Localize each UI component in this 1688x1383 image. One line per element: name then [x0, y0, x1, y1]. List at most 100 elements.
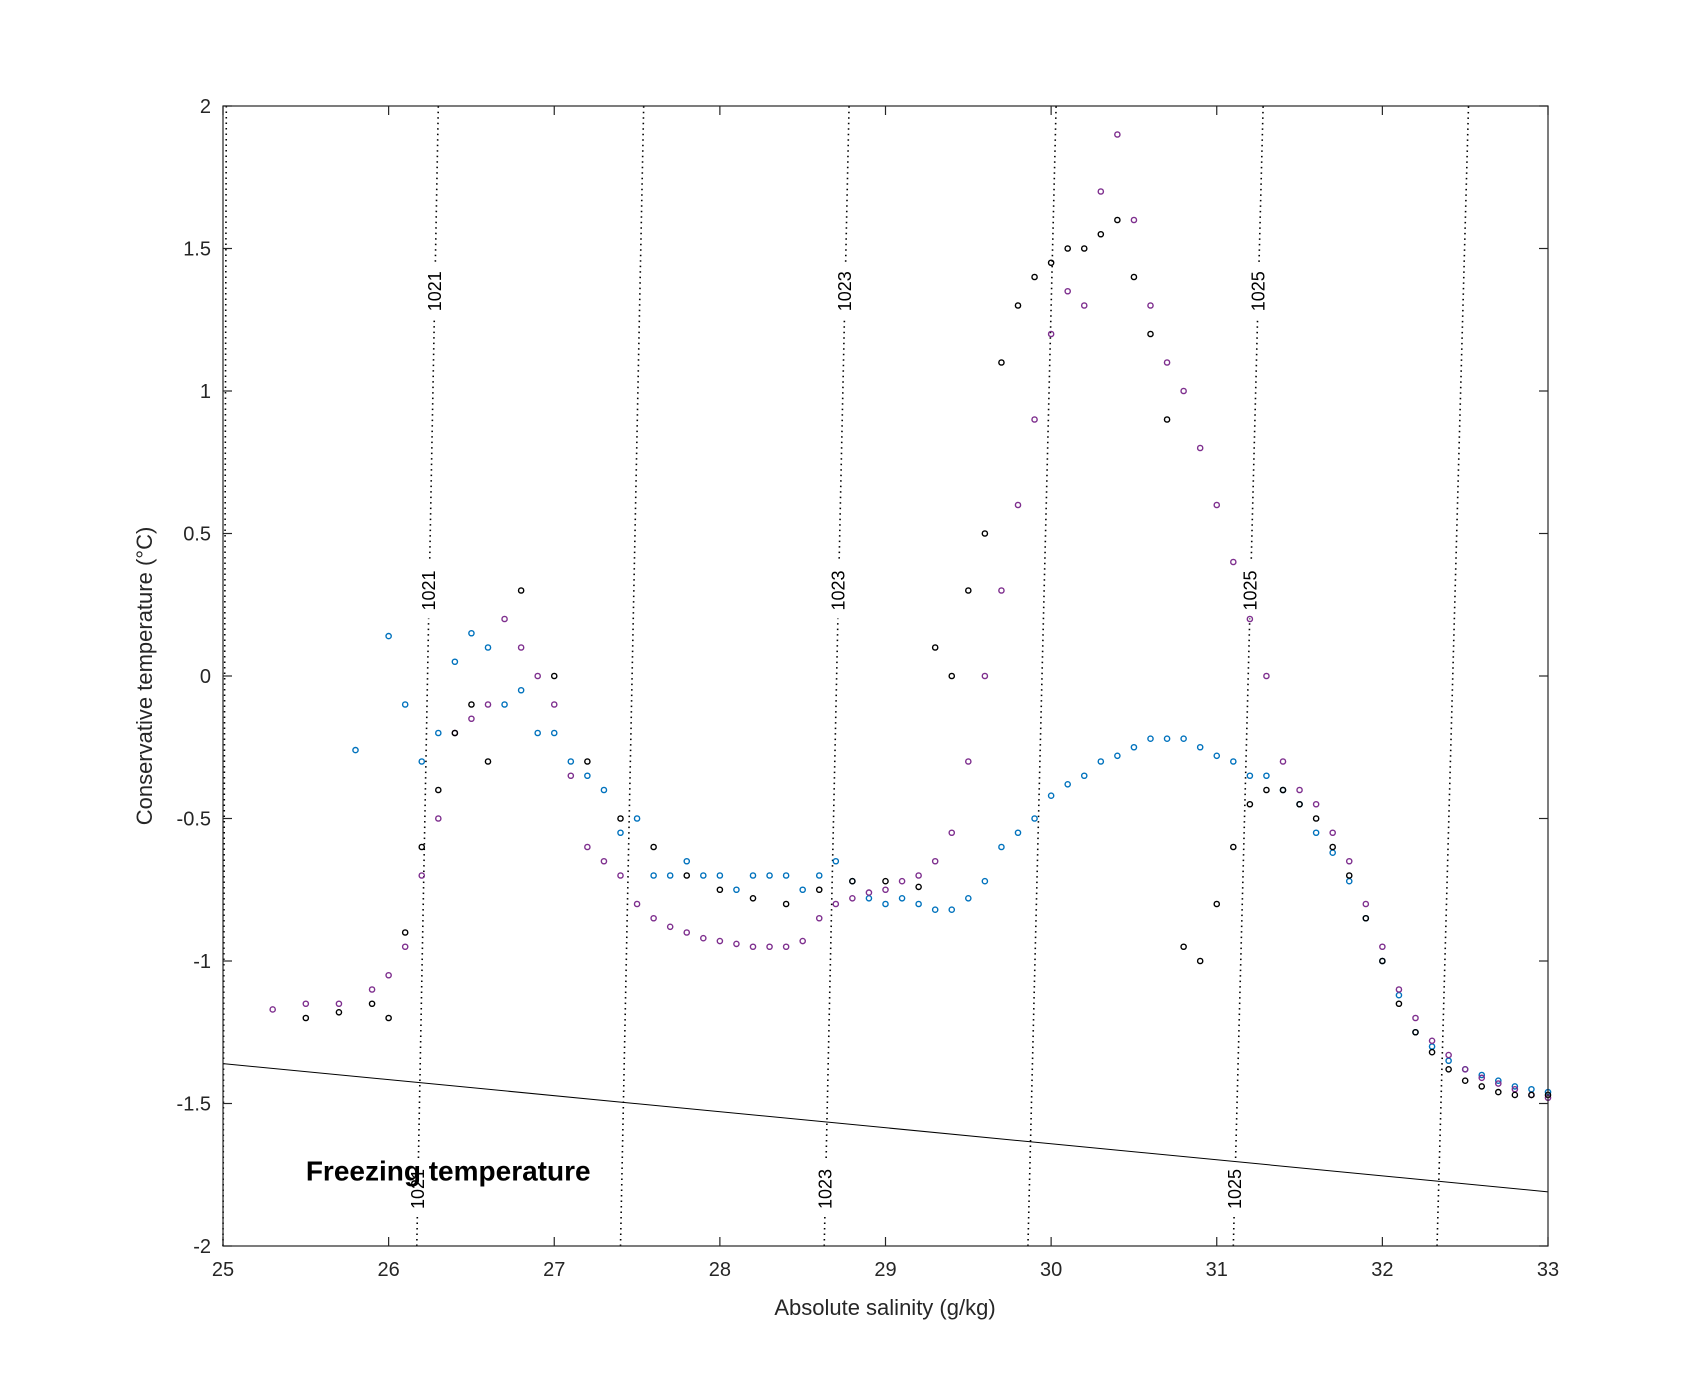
data-point: [617, 872, 624, 879]
data-point: [1495, 1080, 1502, 1087]
data-point: [1163, 735, 1171, 743]
data-point: [550, 729, 558, 737]
data-point: [418, 843, 426, 851]
x-tick-label: 32: [1371, 1259, 1393, 1281]
isopycnal-label: 1021: [408, 1169, 428, 1209]
data-point: [1395, 986, 1403, 993]
data-point: [335, 1009, 343, 1016]
data-point: [749, 943, 757, 951]
data-point: [1263, 672, 1270, 680]
y-tick-label: -1: [193, 951, 211, 973]
data-point: [517, 644, 525, 651]
y-axis-label: Conservative temperature (°C): [132, 527, 157, 826]
y-tick-label: -1.5: [177, 1094, 211, 1116]
isopycnal-label-bg: [406, 1161, 429, 1217]
data-point: [915, 900, 922, 908]
data-point: [517, 587, 525, 594]
y-tick-label: 0: [200, 666, 211, 688]
data-point: [534, 729, 541, 737]
data-point: [335, 1000, 343, 1008]
data-point: [1495, 1088, 1502, 1096]
data-point: [650, 914, 657, 922]
data-point: [1279, 786, 1287, 794]
data-point: [517, 686, 525, 694]
data-point: [385, 971, 392, 979]
data-point: [302, 1000, 310, 1008]
y-tick-label: -2: [193, 1236, 211, 1258]
data-point: [302, 1014, 310, 1022]
data-point: [1445, 1057, 1452, 1065]
isopycnal-label: 1025: [1225, 1169, 1245, 1209]
data-point: [782, 943, 790, 951]
data-point: [1130, 273, 1138, 281]
data-point: [1428, 1048, 1436, 1056]
data-point: [1014, 501, 1022, 509]
data-point: [484, 701, 492, 708]
data-point: [666, 923, 674, 931]
data-point: [468, 629, 475, 637]
data-point: [1080, 245, 1088, 252]
data-point: [1312, 800, 1320, 808]
data-point: [1097, 188, 1105, 195]
data-point: [782, 872, 790, 879]
data-point: [550, 672, 558, 680]
data-point: [1130, 216, 1138, 224]
isopycnal-label-bg: [827, 562, 850, 619]
data-point: [1379, 957, 1386, 965]
data-point: [849, 895, 856, 902]
data-point: [1147, 302, 1154, 309]
freezing-line: [222, 1063, 1549, 1193]
data-point: [269, 1006, 276, 1013]
x-tick-label: 29: [874, 1259, 896, 1281]
data-point: [1329, 843, 1336, 851]
x-tick-label: 31: [1206, 1259, 1228, 1281]
data-point: [948, 672, 956, 680]
data-point: [584, 843, 591, 851]
data-point: [1163, 359, 1171, 366]
data-point: [931, 644, 939, 651]
data-point: [1097, 230, 1105, 238]
data-point: [435, 729, 442, 737]
data-point: [948, 829, 956, 837]
data-point: [1528, 1091, 1535, 1099]
data-point: [716, 886, 724, 894]
data-point: [998, 359, 1005, 366]
data-point: [584, 758, 591, 765]
data-point: [1213, 752, 1221, 760]
data-point: [849, 877, 856, 885]
isopycnal-label-bg: [1223, 1161, 1246, 1217]
isopycnal-label-bg: [423, 263, 446, 320]
isopycnal-line: [1436, 105, 1470, 1247]
data-point: [1147, 330, 1154, 338]
data-point: [1097, 758, 1105, 765]
data-point: [882, 886, 889, 894]
data-point: [1246, 772, 1254, 780]
data-point: [1064, 287, 1071, 295]
data-point: [468, 715, 475, 723]
data-point: [1163, 416, 1171, 423]
data-point: [1213, 900, 1221, 908]
data-point: [501, 701, 508, 708]
data-point: [617, 829, 624, 837]
data-point: [1230, 758, 1237, 765]
isopycnal-label: 1025: [1248, 271, 1268, 311]
data-point: [368, 986, 376, 993]
data-points: [269, 131, 1552, 1102]
data-point: [1379, 943, 1386, 951]
x-tick-label: 27: [543, 1259, 565, 1281]
data-point: [782, 900, 790, 908]
series-1: [269, 131, 1552, 1102]
data-point: [998, 587, 1005, 594]
annotations: Freezing temperature: [306, 1155, 591, 1186]
data-point: [882, 877, 889, 885]
data-point: [650, 872, 657, 879]
data-point: [1263, 772, 1270, 780]
data-point: [1014, 829, 1022, 837]
data-point: [1263, 786, 1270, 794]
data-point: [1329, 829, 1336, 837]
data-point: [815, 886, 823, 894]
data-point: [401, 929, 409, 936]
data-point: [435, 786, 442, 794]
data-point: [1461, 1066, 1469, 1073]
data-point: [1345, 857, 1353, 865]
